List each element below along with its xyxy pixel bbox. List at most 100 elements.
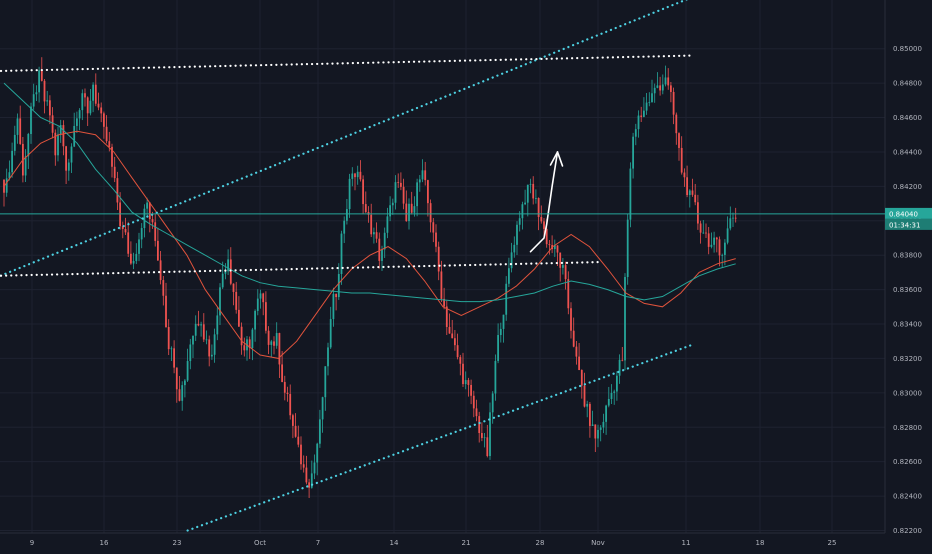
candle-body-261 (707, 233, 710, 247)
candle-body-135 (367, 211, 370, 215)
candle-body-167 (454, 338, 456, 346)
candle-body-126 (343, 220, 346, 234)
candle-body-229 (621, 359, 624, 361)
candle-body-206 (559, 252, 562, 268)
candle-body-119 (324, 366, 327, 398)
candle-body-182 (494, 360, 497, 394)
candle-body-56 (154, 222, 157, 241)
candle-body-122 (332, 293, 335, 320)
candle-body-131 (356, 171, 359, 178)
candle-body-170 (462, 363, 464, 385)
candle-body-123 (335, 293, 337, 298)
candle-body-219 (594, 424, 597, 439)
moving-average-1 (3, 82, 736, 303)
candle-body-262 (710, 244, 713, 247)
candle-body-205 (556, 245, 559, 253)
candle-body-171 (464, 380, 467, 385)
candle-body-186 (505, 283, 508, 315)
candle-body-29 (81, 93, 84, 111)
candle-body-79 (216, 315, 219, 335)
candle-body-217 (589, 403, 591, 426)
countdown-box (885, 218, 932, 230)
candle-body-154 (418, 179, 421, 183)
x-tick-label-5: 14 (390, 539, 399, 547)
candle-body-76 (208, 339, 211, 357)
candle-body-270 (732, 217, 734, 219)
candle-body-95 (259, 293, 262, 299)
candle-body-98 (267, 330, 270, 345)
candle-body-4 (13, 134, 16, 151)
y-tick-label-12: 0.82600 (893, 458, 922, 466)
y-tick-label-2: 0.84600 (893, 114, 922, 122)
candle-body-129 (351, 173, 354, 179)
candle-body-149 (405, 203, 408, 222)
candle-body-169 (459, 357, 462, 364)
y-tick-label-3: 0.84400 (893, 148, 922, 156)
candle-body-185 (502, 314, 505, 329)
candle-body-258 (699, 223, 702, 233)
candle-body-192 (521, 204, 524, 219)
x-tick-label-1: 16 (100, 539, 109, 547)
candle-body-28 (78, 110, 81, 119)
candle-body-113 (308, 482, 310, 488)
candle-body-213 (578, 356, 580, 371)
candle-body-118 (321, 397, 324, 420)
candle-body-151 (410, 203, 413, 213)
candle-body-94 (256, 298, 259, 311)
candle-body-140 (381, 249, 383, 261)
candle-body-51 (140, 228, 143, 240)
candle-body-46 (127, 232, 130, 254)
candle-body-146 (397, 182, 400, 183)
last-price-marker[interactable]: 0.84040 01:34:31 (0, 207, 932, 230)
candle-body-244 (661, 84, 664, 91)
x-tick-label-7: 28 (536, 539, 545, 547)
candle-body-165 (448, 326, 451, 334)
candle-body-148 (402, 186, 405, 204)
candle-body-242 (656, 85, 659, 88)
candle-body-2 (8, 172, 11, 179)
candle-body-134 (364, 204, 367, 212)
candle-body-17 (49, 100, 51, 116)
candle-body-245 (664, 77, 667, 85)
candle-body-232 (629, 168, 632, 220)
candle-body-263 (713, 237, 715, 245)
candle-body-173 (470, 384, 472, 396)
candle-body-8 (24, 156, 27, 176)
candle-body-249 (675, 114, 678, 134)
candle-body-34 (94, 84, 97, 104)
candle-body-112 (305, 467, 308, 483)
candle-body-10 (30, 106, 32, 134)
candle-body-247 (670, 85, 672, 92)
candle-body-265 (718, 239, 721, 256)
x-tick-label-10: 18 (756, 539, 765, 547)
candle-body-12 (35, 92, 38, 95)
candle-body-67 (184, 380, 186, 386)
candle-body-139 (378, 238, 381, 261)
candle-body-105 (286, 392, 289, 395)
candle-body-210 (570, 308, 572, 331)
candle-body-20 (57, 134, 59, 156)
candle-body-220 (597, 429, 599, 439)
candle-body-132 (359, 171, 362, 180)
candle-body-243 (659, 85, 661, 91)
x-tick-label-8: Nov (591, 539, 605, 547)
candle-body-174 (472, 395, 475, 409)
candle-body-38 (105, 126, 108, 142)
candle-body-13 (38, 70, 40, 93)
candle-body-39 (108, 141, 111, 147)
candle-body-166 (451, 333, 454, 339)
candle-body-141 (383, 232, 386, 250)
candle-body-59 (162, 280, 165, 296)
candle-body-45 (124, 228, 127, 233)
candle-body-42 (116, 178, 119, 203)
candle-body-150 (408, 203, 410, 222)
candle-body-32 (89, 100, 92, 114)
candle-body-87 (238, 309, 240, 327)
candle-body-68 (186, 361, 189, 381)
candle-body-207 (562, 265, 564, 268)
candle-body-183 (497, 335, 499, 361)
last-price-box (885, 207, 932, 219)
candle-body-222 (602, 421, 605, 428)
hand-drawn-arrow (529, 151, 559, 253)
